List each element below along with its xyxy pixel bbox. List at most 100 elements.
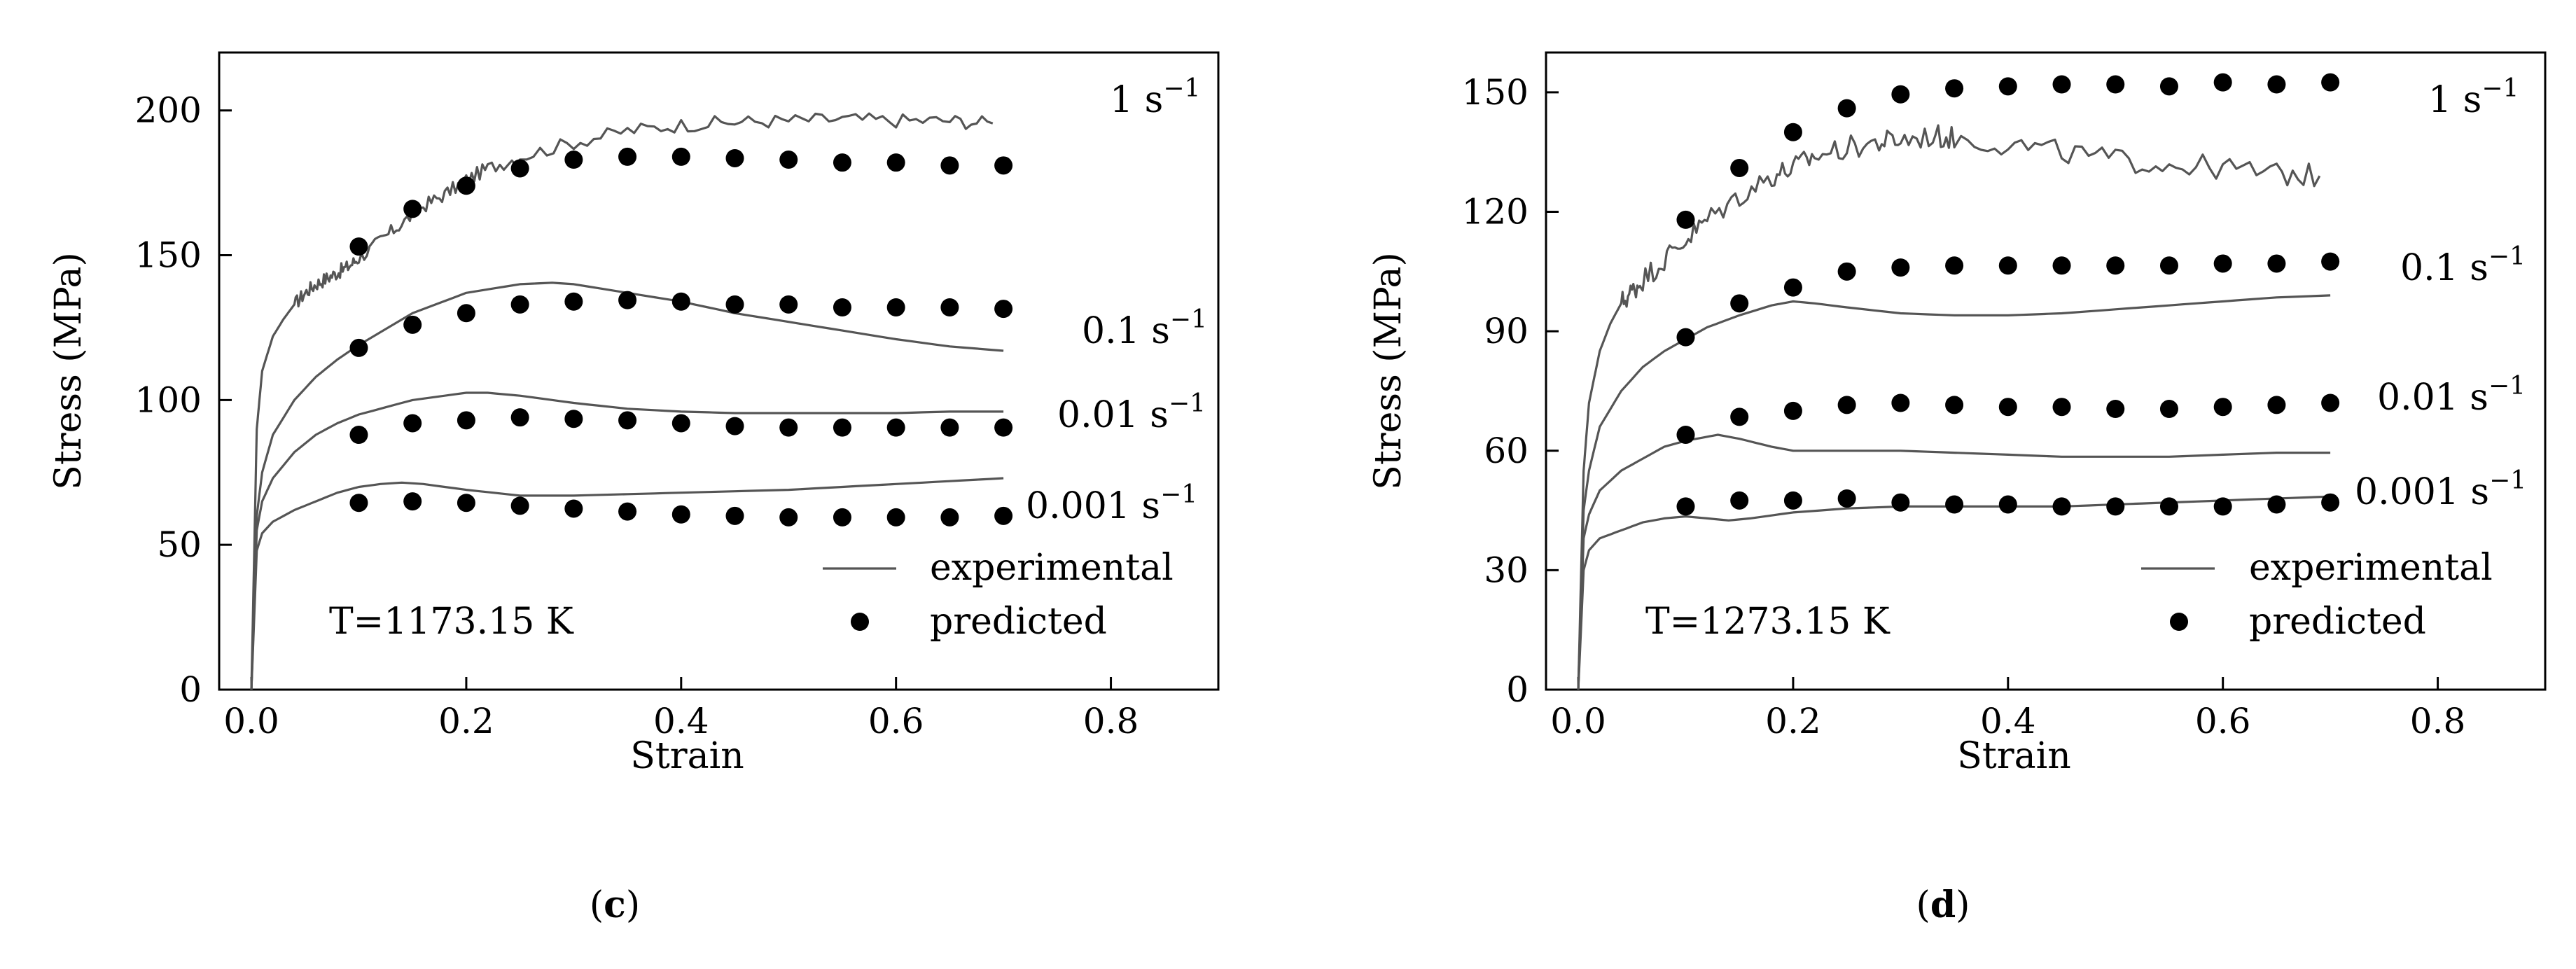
- predicted-point: [1783, 401, 1802, 420]
- predicted-point: [457, 304, 475, 323]
- predicted-point: [1945, 79, 1964, 98]
- predicted-point: [833, 153, 851, 172]
- predicted-point: [1998, 398, 2017, 417]
- x-axis-label: Strain: [630, 735, 744, 777]
- predicted-point: [1945, 256, 1964, 275]
- predicted-point: [618, 291, 637, 309]
- experimental-line-0.01-s-1: [1577, 433, 2331, 690]
- predicted-point: [2321, 252, 2340, 271]
- x-tick-label: 0.0: [223, 701, 279, 741]
- predicted-point: [1998, 495, 2017, 514]
- predicted-point: [725, 295, 744, 314]
- predicted-point: [886, 508, 905, 527]
- predicted-point: [2106, 497, 2125, 516]
- predicted-point: [779, 295, 798, 314]
- chart-panel-d: 0.0 0.2 0.4 0.6 0.8 0 30 60 90 120 150 Strain Stress…: [1367, 51, 2547, 926]
- x-axis-label: Strain: [1957, 735, 2071, 777]
- x-tick-label: 0.4: [1980, 701, 2036, 741]
- predicted-point: [2267, 396, 2286, 414]
- predicted-point: [886, 153, 905, 172]
- predicted-point: [403, 200, 422, 218]
- predicted-point: [725, 506, 744, 525]
- predicted-point: [725, 417, 744, 435]
- experimental-line-1-s-1: [1577, 124, 2321, 690]
- predicted-point: [2267, 495, 2286, 514]
- legend-label-experimental: experimental: [930, 547, 1174, 589]
- y-tick-label: 0: [1506, 669, 1529, 710]
- predicted-point: [2267, 75, 2286, 94]
- x-tick-label: 0.4: [653, 701, 709, 741]
- predicted-point: [2052, 75, 2071, 94]
- predicted-point: [457, 494, 475, 513]
- x-tick-label: 0.0: [1550, 701, 1606, 741]
- predicted-point: [2213, 73, 2232, 92]
- panel-label: (c): [590, 884, 640, 926]
- y-tick-label: 60: [1484, 431, 1529, 471]
- predicted-point: [833, 298, 851, 316]
- predicted-point: [886, 418, 905, 437]
- x-tick-label: 0.2: [438, 701, 494, 741]
- chart-panel-c: 0.0 0.2 0.4 0.6 0.8 0 50 100 150 200 Strain Stress …: [48, 51, 1220, 926]
- experimental-line-0.1-s-1: [250, 281, 1004, 690]
- experimental-line-0.001-s-1: [1577, 495, 2331, 690]
- predicted-point: [1730, 294, 1749, 313]
- series-label: 0.1 s−1: [1082, 305, 1207, 352]
- predicted-point: [564, 499, 583, 518]
- predicted-point: [618, 411, 637, 430]
- temperature-annotation: T=1173.15 K: [329, 601, 574, 643]
- predicted-point: [1730, 491, 1749, 510]
- predicted-point: [2052, 497, 2071, 516]
- experimental-line-0.1-s-1: [1577, 294, 2331, 690]
- legend-marker-swatch: [851, 613, 869, 631]
- legend-marker-swatch: [2170, 613, 2188, 631]
- y-axis-label: Stress (MPa): [48, 252, 90, 490]
- panel-label: (d): [1916, 884, 1970, 926]
- predicted-point: [2106, 256, 2125, 275]
- predicted-point: [2106, 75, 2125, 94]
- predicted-point: [1783, 278, 1802, 297]
- predicted-point: [618, 147, 637, 166]
- y-axis-label: Stress (MPa): [1367, 252, 1409, 490]
- predicted-point: [1837, 99, 1856, 118]
- legend: experimental predicted: [823, 547, 1174, 643]
- y-tick-label: 150: [1462, 72, 1529, 113]
- predicted-point: [618, 502, 637, 521]
- experimental-line-0.001-s-1: [250, 477, 1004, 690]
- predicted-point: [510, 159, 529, 178]
- predicted-point: [564, 410, 583, 428]
- legend-label-predicted: predicted: [930, 601, 1107, 643]
- predicted-point: [349, 494, 368, 513]
- x-tick-label: 0.6: [868, 701, 924, 741]
- predicted-point: [1998, 77, 2017, 96]
- predicted-point: [1891, 85, 1910, 104]
- y-tick-label: 0: [179, 669, 202, 710]
- predicted-point: [1837, 489, 1856, 508]
- predicted-point: [1891, 258, 1910, 277]
- predicted-point: [940, 418, 959, 437]
- predicted-point: [564, 151, 583, 169]
- predicted-point: [2213, 398, 2232, 417]
- predicted-point: [1783, 123, 1802, 141]
- predicted-point: [1676, 210, 1695, 229]
- predicted-point: [671, 414, 690, 433]
- predicted-point: [510, 408, 529, 427]
- predicted-point: [940, 156, 959, 175]
- y-tick-label: 200: [135, 90, 202, 131]
- predicted-point: [2321, 493, 2340, 512]
- predicted-point: [671, 147, 690, 166]
- predicted-point: [940, 508, 959, 527]
- y-tick-label: 150: [135, 235, 202, 276]
- predicted-point: [2159, 256, 2178, 275]
- series-label: 0.1 s−1: [2400, 242, 2526, 289]
- predicted-point: [1676, 497, 1695, 516]
- predicted-point: [1837, 262, 1856, 281]
- predicted-point: [349, 426, 368, 444]
- predicted-point: [1837, 396, 1856, 414]
- predicted-point: [886, 298, 905, 316]
- plot-frame: [218, 51, 1220, 691]
- x-tick-label: 0.6: [2195, 701, 2251, 741]
- x-tick-label: 0.2: [1765, 701, 1821, 741]
- temperature-annotation: T=1273.15 K: [1645, 601, 1891, 643]
- series-label: 0.01 s−1: [2377, 372, 2526, 419]
